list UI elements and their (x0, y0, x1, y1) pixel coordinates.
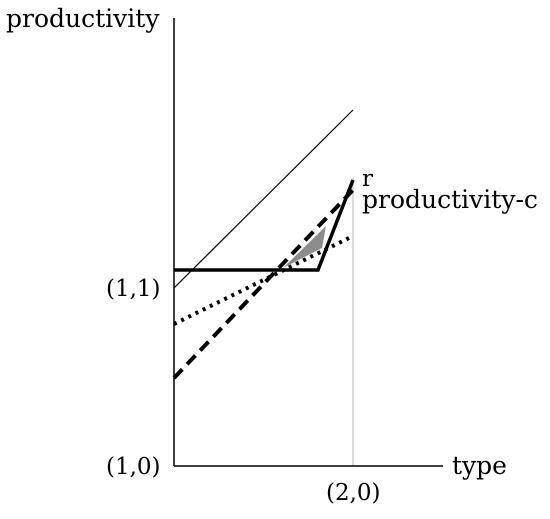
shaded-region (283, 226, 326, 268)
y-axis-label: productivity (6, 4, 160, 33)
kinked-productivity-line (174, 179, 355, 272)
dashed-line (172, 188, 355, 380)
origin-label: (1,0) (106, 454, 161, 480)
x-tick-label: (2,0) (326, 480, 381, 506)
thin-diagonal-line (173, 109, 354, 289)
dotted-line (173, 234, 354, 326)
r-label: r (362, 166, 373, 192)
productivity-c-label: productivity-c (362, 185, 538, 214)
x-axis-label: type (452, 451, 507, 480)
y-tick-label: (1,1) (106, 276, 161, 302)
